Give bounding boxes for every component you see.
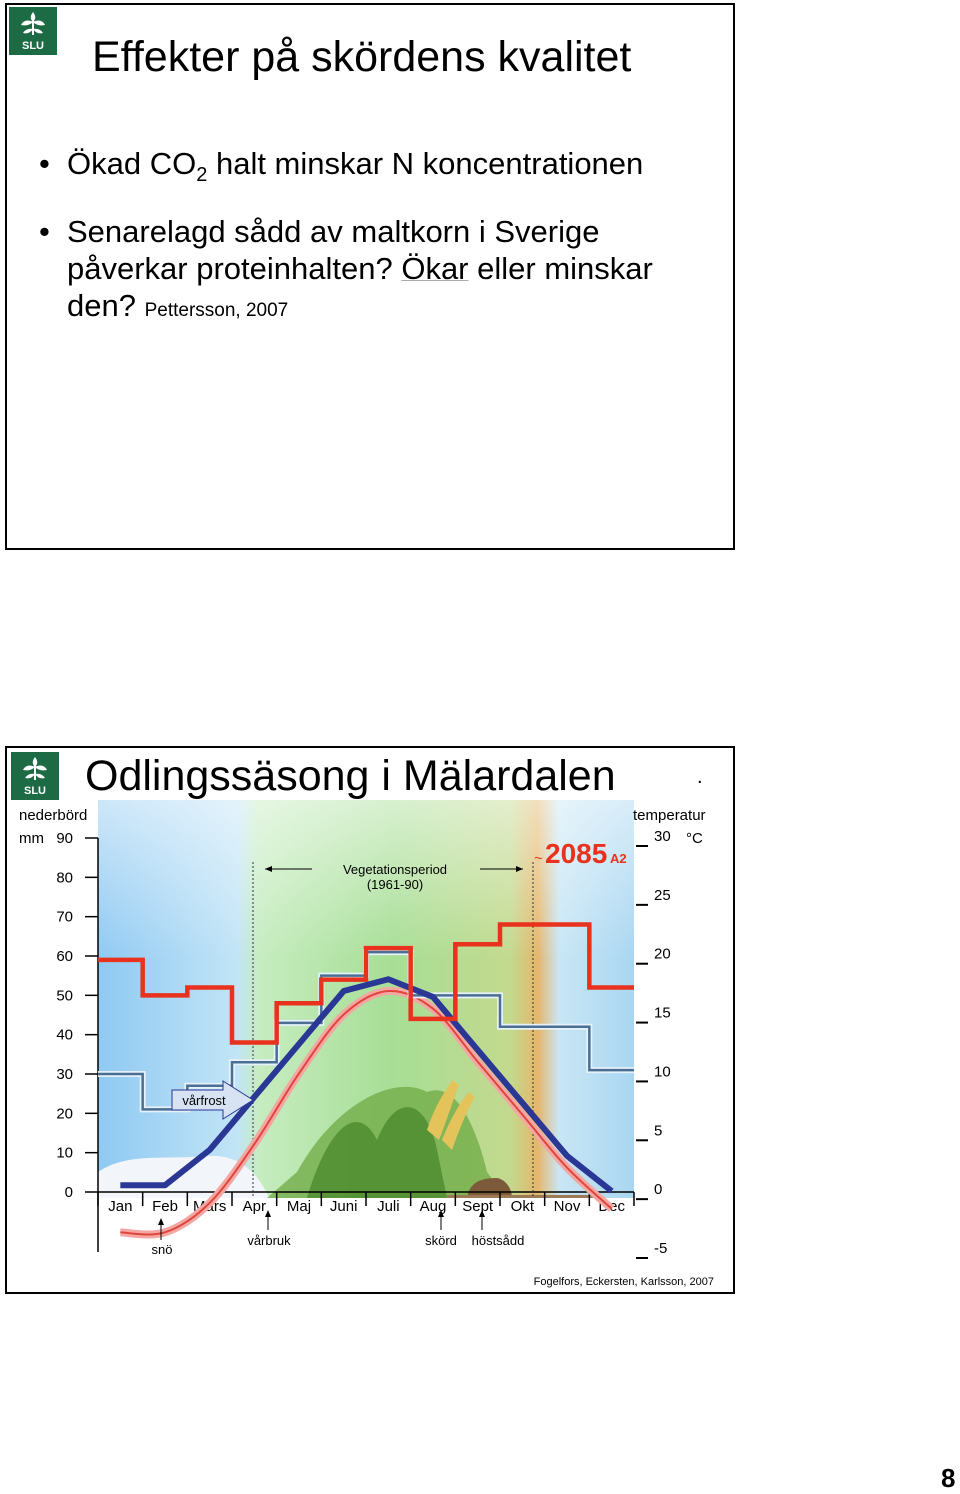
month-label: Aug xyxy=(420,1198,447,1215)
month-label: Apr xyxy=(243,1198,266,1215)
series-temperatur-1961-90 xyxy=(120,990,613,1236)
chart-source: Fogelfors, Eckersten, Karlsson, 2007 xyxy=(534,1276,714,1288)
left-tick-label: 40 xyxy=(56,1027,73,1044)
left-tick-label: 10 xyxy=(56,1145,73,1162)
right-axis-label: temperatur xyxy=(633,807,706,824)
left-tick-label: 70 xyxy=(56,909,73,926)
left-tick-label: 50 xyxy=(56,987,73,1004)
month-label: Maj xyxy=(287,1198,311,1215)
slide-2-title: Odlingssäsong i Mälardalen xyxy=(85,752,616,800)
bullet-dot: • xyxy=(39,214,50,249)
left-axis-ticks: 90 80 70 60 50 40 30 20 10 0 xyxy=(56,830,98,1201)
series-nederbord-2085-a2 xyxy=(98,922,634,1045)
event-sno: snö xyxy=(152,1242,173,1257)
page-number: 8 xyxy=(941,1463,956,1493)
left-axis-unit: mm xyxy=(19,830,44,847)
month-label: Sept xyxy=(462,1198,494,1215)
slide-1: SLU Effekter på skördens kvalitet • Ökad… xyxy=(5,3,735,550)
right-tick-label: 25 xyxy=(654,887,671,904)
left-tick-label: 90 xyxy=(56,830,73,847)
right-tick-label: 0 xyxy=(654,1181,662,1198)
left-tick-label: 30 xyxy=(56,1066,73,1083)
left-tick-label: 0 xyxy=(65,1184,73,1201)
reference-pettersson: Pettersson, 2007 xyxy=(144,300,289,321)
right-tick-label: -5 xyxy=(654,1240,667,1257)
slu-logo: SLU xyxy=(11,752,59,800)
slide-1-title: Effekter på skördens kvalitet xyxy=(92,33,632,81)
vegetation-years: (1961-90) xyxy=(367,877,423,892)
series-temperatur-2085-a2 xyxy=(120,976,614,1194)
left-axis-label: nederbörd xyxy=(19,807,87,824)
slu-logo-icon: SLU xyxy=(21,12,45,52)
event-varbruk: vårbruk xyxy=(247,1233,291,1248)
scenario-name: A2 xyxy=(610,851,627,866)
bullet-dot: • xyxy=(39,146,50,181)
varfrost-label: vårfrost xyxy=(182,1093,226,1108)
svg-text:SLU: SLU xyxy=(24,785,46,797)
month-label: Juni xyxy=(330,1198,358,1215)
right-axis-ticks: 30 25 20 15 10 5 0 -5 xyxy=(636,828,671,1259)
vegetation-label: Vegetationsperiod xyxy=(343,862,447,877)
month-label: Jan xyxy=(108,1198,132,1215)
month-label: Okt xyxy=(511,1198,535,1215)
month-label: Feb xyxy=(152,1198,178,1215)
right-axis-unit: °C xyxy=(686,830,703,847)
month-label: Nov xyxy=(554,1198,581,1215)
left-tick-label: 80 xyxy=(56,869,73,886)
event-arrows xyxy=(158,1210,485,1240)
scenario-year: 2085 xyxy=(545,838,607,869)
slu-logo-icon: SLU xyxy=(23,757,47,797)
right-tick-label: 15 xyxy=(654,1005,671,1022)
svg-text:SLU: SLU xyxy=(22,40,44,52)
event-hostsadd: höstsådd xyxy=(472,1233,525,1248)
event-skord: skörd xyxy=(425,1233,457,1248)
left-tick-label: 20 xyxy=(56,1105,73,1122)
right-tick-label: 20 xyxy=(654,946,671,963)
month-label: Juli xyxy=(377,1198,400,1215)
slide-2: SLU Odlingssäsong i Mälardalen . xyxy=(5,746,735,1294)
scenario-tilde: ~ xyxy=(534,850,543,867)
right-tick-label: 10 xyxy=(654,1063,671,1080)
slu-logo: SLU xyxy=(9,7,57,55)
right-tick-label: 5 xyxy=(654,1122,662,1139)
left-tick-label: 60 xyxy=(56,948,73,965)
right-tick-label: 30 xyxy=(654,828,671,845)
varfrost-callout xyxy=(171,1080,254,1120)
